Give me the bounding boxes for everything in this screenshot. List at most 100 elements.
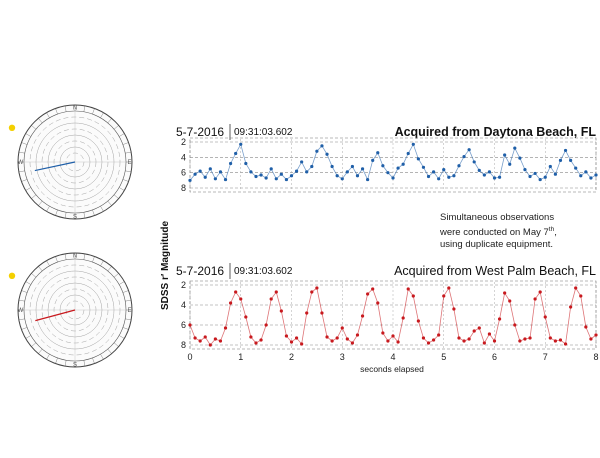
data-point-bottom	[401, 316, 405, 320]
data-point-top	[528, 174, 532, 179]
dial-compass-letter: W	[18, 308, 24, 314]
x-tick-label: 2	[289, 352, 294, 362]
dial-tick	[119, 133, 125, 137]
y-tick-label-top: 6	[181, 168, 186, 178]
dial-tick	[107, 266, 112, 272]
data-point-bottom	[330, 339, 334, 343]
data-point-top	[553, 172, 558, 176]
dial-tick	[100, 112, 104, 118]
data-point-top	[188, 178, 192, 182]
data-point-bottom	[264, 323, 268, 327]
dial-tick	[119, 187, 125, 191]
data-point-bottom	[487, 332, 492, 336]
data-point-bottom	[274, 290, 278, 294]
data-point-bottom	[457, 336, 461, 340]
dial-tick	[38, 200, 43, 206]
data-point-top	[487, 170, 492, 174]
panel-bottom-title: Acquired from West Palm Beach, FL	[394, 264, 596, 278]
note-line-2-sup: th	[548, 226, 555, 233]
dial-tick	[107, 348, 112, 354]
dial-tick	[83, 360, 86, 367]
data-point-top	[457, 164, 461, 168]
data-point-bottom	[589, 337, 593, 341]
dial-tick	[21, 290, 28, 293]
dial-tick	[122, 179, 129, 182]
data-point-bottom	[482, 341, 486, 345]
data-point-top	[462, 154, 466, 159]
dial-tick	[113, 194, 119, 199]
data-point-bottom	[442, 294, 446, 298]
x-tick-label: 3	[340, 352, 345, 362]
dial-pointer	[34, 161, 76, 172]
data-point-top	[563, 148, 568, 153]
y-tick-label-top: 2	[181, 137, 186, 147]
data-point-bottom	[497, 317, 502, 321]
data-point-bottom	[198, 339, 202, 343]
dial-tick	[21, 179, 28, 182]
data-point-bottom	[437, 333, 441, 337]
data-point-top	[305, 170, 309, 174]
data-point-top	[229, 161, 233, 166]
data-point-bottom	[376, 301, 380, 305]
data-point-top	[447, 175, 451, 179]
data-point-top	[569, 158, 573, 162]
dial-tick	[31, 273, 37, 278]
data-point-bottom	[335, 336, 339, 340]
panel-bottom-date: 5-7-2016	[176, 264, 224, 278]
data-point-bottom	[350, 341, 354, 345]
dial-compass-letter: S	[73, 215, 77, 221]
data-point-top	[477, 168, 481, 172]
data-point-top	[325, 152, 329, 156]
data-point-bottom	[269, 297, 273, 301]
note-line-2-text: were conducted on May 7	[440, 227, 549, 239]
data-point-bottom	[294, 336, 299, 340]
data-point-bottom	[492, 339, 497, 343]
data-point-bottom	[203, 335, 207, 339]
dial-tick	[92, 357, 95, 364]
data-point-bottom	[310, 290, 314, 294]
dial-tick	[122, 290, 129, 293]
dial-compass-letter: S	[73, 363, 77, 369]
data-point-top	[366, 177, 370, 182]
y-tick-label-top: 8	[181, 183, 186, 193]
data-point-bottom	[218, 339, 223, 343]
data-point-bottom	[477, 326, 481, 330]
data-point-bottom	[411, 294, 415, 298]
dial-compass-letter: N	[73, 254, 77, 260]
data-point-top	[193, 172, 197, 176]
data-point-bottom	[513, 323, 517, 327]
data-point-top	[274, 177, 278, 181]
dial-tick	[18, 170, 25, 173]
data-point-bottom	[188, 323, 192, 327]
dial-tick	[107, 118, 112, 124]
plot-frame-bottom	[189, 280, 597, 350]
data-point-bottom	[432, 338, 436, 342]
data-point-bottom	[325, 335, 329, 339]
dial-tick	[64, 360, 67, 367]
data-point-bottom	[208, 343, 212, 347]
dial-tick	[38, 118, 43, 124]
data-point-top	[467, 148, 471, 152]
dial-tick	[25, 281, 31, 285]
panel-top-date: 5-7-2016	[176, 125, 224, 139]
data-point-bottom	[538, 290, 542, 294]
data-point-bottom	[553, 339, 558, 343]
data-point-top	[208, 167, 212, 171]
data-point-top	[533, 171, 537, 176]
dial-tick	[64, 212, 67, 219]
y-axis-label: SDSS r′ Magnitude	[160, 220, 171, 310]
plot-frame-top	[189, 137, 597, 193]
x-tick-label: 0	[187, 352, 192, 362]
data-point-top	[213, 177, 217, 181]
dial-tick	[100, 354, 104, 360]
data-point-bottom	[569, 305, 573, 309]
data-point-top	[579, 174, 583, 178]
x-tick-label: 5	[441, 352, 446, 362]
data-point-bottom	[518, 339, 522, 343]
data-point-top	[279, 172, 283, 176]
dial-tick	[64, 105, 67, 112]
data-point-top	[472, 160, 476, 164]
dial-tick	[18, 151, 25, 154]
data-point-bottom	[503, 291, 507, 295]
dial-tick	[55, 108, 58, 115]
